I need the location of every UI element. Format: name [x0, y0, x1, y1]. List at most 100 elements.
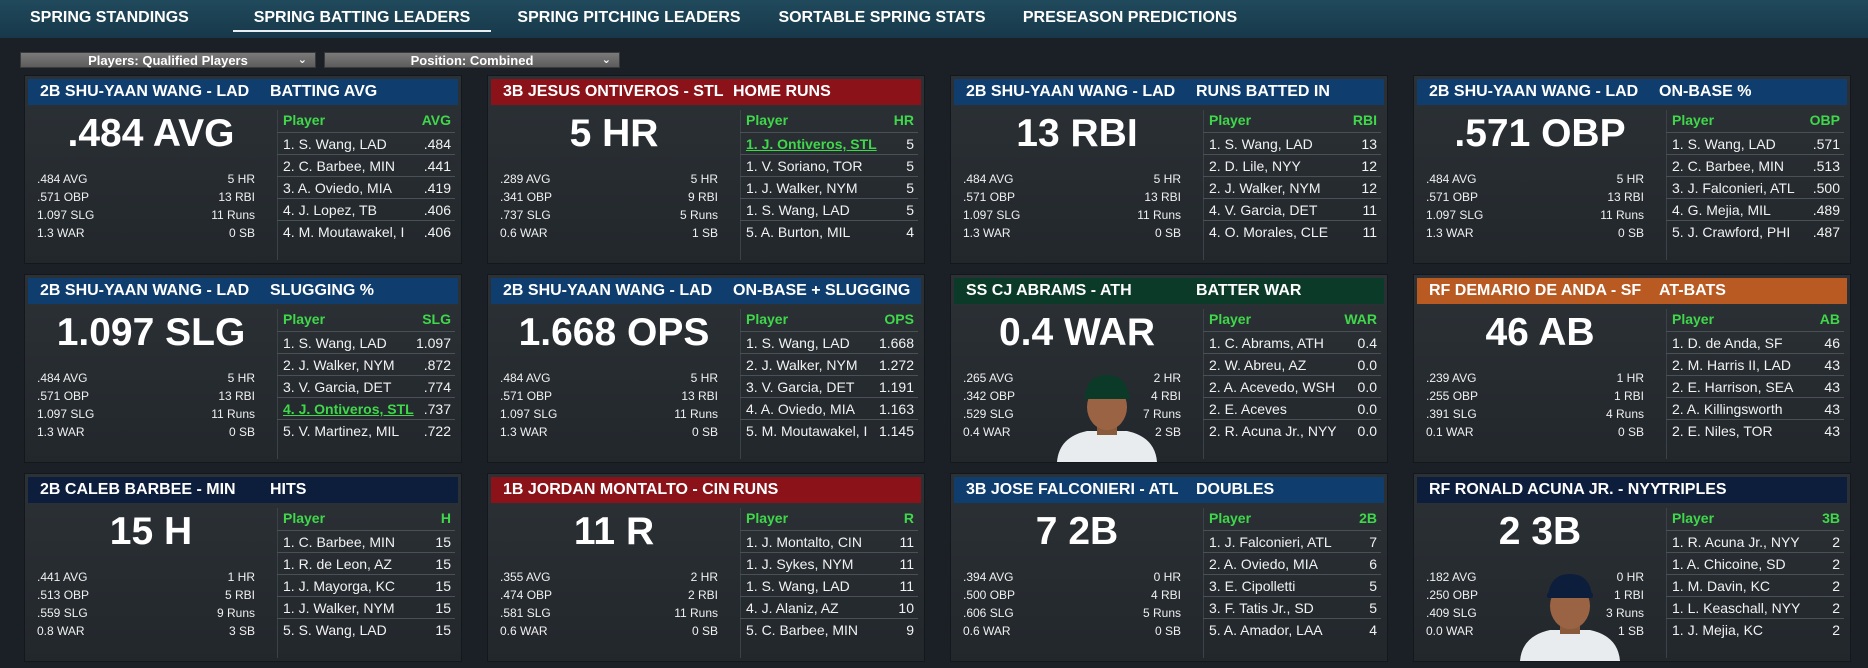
tab-sortable-spring-stats[interactable]: SORTABLE SPRING STATS [778, 9, 986, 26]
leaderboard-row[interactable]: 1. S. Wang, LAD 13 [1203, 132, 1381, 154]
leaderboard-row[interactable]: 1. J. Ontiveros, STL 5 [740, 132, 918, 154]
leaderboard-row[interactable]: 4. J. Lopez, TB .406 [277, 198, 455, 220]
column-header-stat[interactable]: HR [893, 112, 914, 128]
leaderboard-row[interactable]: 2. A. Oviedo, MIA 6 [1203, 552, 1381, 574]
leaderboard-row[interactable]: 4. A. Oviedo, MIA 1.163 [740, 397, 918, 419]
leaderboard-row[interactable]: 4. M. Moutawakel, I .406 [277, 220, 455, 242]
leaderboard-row[interactable]: 1. S. Wang, LAD .484 [277, 132, 455, 154]
leader-player-name[interactable]: SS CJ ABRAMS - ATH [966, 282, 1132, 299]
leaderboard-row[interactable]: 1. J. Mayorga, KC 15 [277, 574, 455, 596]
leaderboard-row[interactable]: 5. S. Wang, LAD 15 [277, 618, 455, 640]
leader-player-name[interactable]: RF DEMARIO DE ANDA - SF [1429, 282, 1642, 299]
column-header-player[interactable]: Player [746, 112, 789, 128]
column-header-stat[interactable]: WAR [1344, 311, 1377, 327]
leaderboard-row[interactable]: 2. W. Abreu, AZ 0.0 [1203, 353, 1381, 375]
leaderboard-row[interactable]: 1. A. Chicoine, SD 2 [1666, 552, 1844, 574]
column-header-stat[interactable]: RBI [1352, 112, 1377, 128]
leaderboard-row[interactable]: 2. A. Killingsworth 43 [1666, 397, 1844, 419]
leaderboard-row[interactable]: 2. R. Acuna Jr., NYY 0.0 [1203, 419, 1381, 441]
leaderboard-row[interactable]: 3. F. Tatis Jr., SD 5 [1203, 596, 1381, 618]
leader-player-name[interactable]: 2B SHU-YAAN WANG - LAD [40, 83, 250, 100]
leaderboard-row[interactable]: 2. C. Barbee, MIN .513 [1666, 154, 1844, 176]
leaderboard-row[interactable]: 2. E. Harrison, SEA 43 [1666, 375, 1844, 397]
leaderboard-row[interactable]: 2. J. Walker, NYM .872 [277, 353, 455, 375]
leaderboard-row[interactable]: 5. V. Martinez, MIL .722 [277, 419, 455, 441]
leaderboard-row[interactable]: 2. A. Acevedo, WSH 0.0 [1203, 375, 1381, 397]
leaderboard-row[interactable]: 5. J. Crawford, PHI .487 [1666, 220, 1844, 242]
leaderboard-row[interactable]: 3. J. Falconieri, ATL .500 [1666, 176, 1844, 198]
leaderboard-row[interactable]: 1. J. Falconieri, ATL 7 [1203, 530, 1381, 552]
column-header-stat[interactable]: R [903, 510, 914, 526]
position-filter-dropdown[interactable]: Position: Combined ⌄ [324, 52, 620, 68]
leaderboard-row[interactable]: 1. S. Wang, LAD 11 [740, 574, 918, 596]
tab-spring-batting-leaders[interactable]: SPRING BATTING LEADERS [233, 0, 491, 32]
leader-player-name[interactable]: 2B CALEB BARBEE - MIN [40, 481, 236, 498]
leader-player-name[interactable]: 2B SHU-YAAN WANG - LAD [1429, 83, 1639, 100]
column-header-stat[interactable]: OPS [884, 311, 914, 327]
leaderboard-row[interactable]: 2. C. Barbee, MIN .441 [277, 154, 455, 176]
column-header-player[interactable]: Player [1672, 510, 1715, 526]
leaderboard-row[interactable]: 4. O. Morales, CLE 11 [1203, 220, 1381, 242]
leaderboard-row[interactable]: 1. J. Walker, NYM 5 [740, 176, 918, 198]
leaderboard-row[interactable]: 1. J. Walker, NYM 15 [277, 596, 455, 618]
leaderboard-row[interactable]: 5. C. Barbee, MIN 9 [740, 618, 918, 640]
leaderboard-row[interactable]: 1. S. Wang, LAD 1.097 [277, 331, 455, 353]
leader-player-name[interactable]: 2B SHU-YAAN WANG - LAD [966, 83, 1176, 100]
leaderboard-row[interactable]: 2. E. Aceves 0.0 [1203, 397, 1381, 419]
leaderboard-row[interactable]: 1. J. Mejia, KC 2 [1666, 618, 1844, 640]
leaderboard-row[interactable]: 1. S. Wang, LAD .571 [1666, 132, 1844, 154]
column-header-player[interactable]: Player [746, 311, 789, 327]
leaderboard-row[interactable]: 2. E. Niles, TOR 43 [1666, 419, 1844, 441]
leaderboard-row[interactable]: 5. A. Amador, LAA 4 [1203, 618, 1381, 640]
column-header-stat[interactable]: 2B [1359, 510, 1377, 526]
column-header-player[interactable]: Player [1209, 311, 1252, 327]
players-filter-dropdown[interactable]: Players: Qualified Players ⌄ [20, 52, 316, 68]
leaderboard-row[interactable]: 1. V. Soriano, TOR 5 [740, 154, 918, 176]
tab-spring-pitching-leaders[interactable]: SPRING PITCHING LEADERS [517, 9, 741, 26]
column-header-stat[interactable]: 3B [1822, 510, 1840, 526]
leaderboard-row[interactable]: 1. L. Keaschall, NYY 2 [1666, 596, 1844, 618]
leaderboard-row[interactable]: 3. A. Oviedo, MIA .419 [277, 176, 455, 198]
leaderboard-row[interactable]: 1. C. Abrams, ATH 0.4 [1203, 331, 1381, 353]
column-header-stat[interactable]: H [440, 510, 451, 526]
column-header-stat[interactable]: AVG [421, 112, 451, 128]
leader-player-name[interactable]: 3B JOSE FALCONIERI - ATL [966, 481, 1179, 498]
leader-player-name[interactable]: RF RONALD ACUNA JR. - NYY [1429, 481, 1661, 498]
column-header-player[interactable]: Player [1209, 112, 1252, 128]
leaderboard-row[interactable]: 4. V. Garcia, DET 11 [1203, 198, 1381, 220]
column-header-player[interactable]: Player [283, 311, 326, 327]
leaderboard-row[interactable]: 3. V. Garcia, DET .774 [277, 375, 455, 397]
column-header-stat[interactable]: SLG [422, 311, 451, 327]
leaderboard-row[interactable]: 3. E. Cipolletti 5 [1203, 574, 1381, 596]
leaderboard-row[interactable]: 1. R. de Leon, AZ 15 [277, 552, 455, 574]
leaderboard-row[interactable]: 1. S. Wang, LAD 1.668 [740, 331, 918, 353]
leaderboard-player-name[interactable]: 1. J. Ontiveros, STL [746, 136, 877, 152]
leaderboard-row[interactable]: 2. J. Walker, NYM 12 [1203, 176, 1381, 198]
leaderboard-row[interactable]: 1. J. Montalto, CIN 11 [740, 530, 918, 552]
leader-player-name[interactable]: 2B SHU-YAAN WANG - LAD [503, 282, 713, 299]
column-header-player[interactable]: Player [1672, 311, 1715, 327]
column-header-player[interactable]: Player [746, 510, 789, 526]
leaderboard-row[interactable]: 2. M. Harris II, LAD 43 [1666, 353, 1844, 375]
leader-player-name[interactable]: 2B SHU-YAAN WANG - LAD [40, 282, 250, 299]
column-header-stat[interactable]: AB [1819, 311, 1840, 327]
leader-player-name[interactable]: 3B JESUS ONTIVEROS - STL [503, 83, 724, 100]
column-header-player[interactable]: Player [1672, 112, 1715, 128]
leaderboard-row[interactable]: 2. D. Lile, NYY 12 [1203, 154, 1381, 176]
column-header-player[interactable]: Player [1209, 510, 1252, 526]
column-header-player[interactable]: Player [283, 112, 326, 128]
leaderboard-row[interactable]: 2. J. Walker, NYM 1.272 [740, 353, 918, 375]
leaderboard-row[interactable]: 1. C. Barbee, MIN 15 [277, 530, 455, 552]
leaderboard-row[interactable]: 3. V. Garcia, DET 1.191 [740, 375, 918, 397]
leaderboard-row[interactable]: 1. S. Wang, LAD 5 [740, 198, 918, 220]
tab-preseason-predictions[interactable]: PRESEASON PREDICTIONS [1022, 9, 1238, 26]
leaderboard-row[interactable]: 4. J. Alaniz, AZ 10 [740, 596, 918, 618]
leaderboard-row[interactable]: 1. D. de Anda, SF 46 [1666, 331, 1844, 353]
leaderboard-row[interactable]: 1. M. Davin, KC 2 [1666, 574, 1844, 596]
column-header-player[interactable]: Player [283, 510, 326, 526]
leaderboard-row[interactable]: 4. J. Ontiveros, STL .737 [277, 397, 455, 419]
leaderboard-player-name[interactable]: 4. J. Ontiveros, STL [283, 401, 414, 417]
tab-spring-standings[interactable]: SPRING STANDINGS [30, 9, 189, 26]
column-header-stat[interactable]: OBP [1809, 112, 1840, 128]
leaderboard-row[interactable]: 5. M. Moutawakel, I 1.145 [740, 419, 918, 441]
